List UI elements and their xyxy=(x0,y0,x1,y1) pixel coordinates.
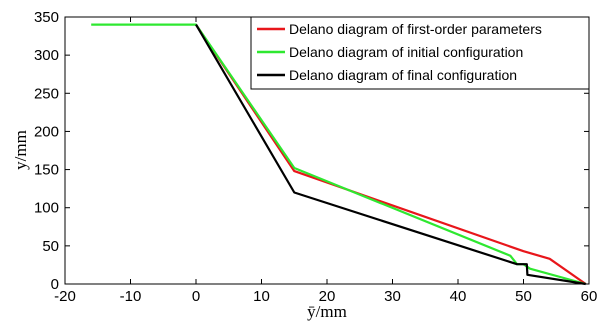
legend-box xyxy=(250,16,590,90)
x-tick-label: 60 xyxy=(581,288,598,305)
y-tick-label: 100 xyxy=(34,200,59,217)
y-tick-label: 50 xyxy=(42,238,59,255)
y-tick-label: 200 xyxy=(34,123,59,140)
legend-label-2: Delano diagram of initial configuration xyxy=(289,44,523,60)
x-axis-label: ȳ/mm xyxy=(307,302,347,321)
y-axis-label: y/mm xyxy=(11,130,30,170)
x-tick-label: -10 xyxy=(120,288,142,305)
y-tick-label: 300 xyxy=(34,47,59,64)
series-layer xyxy=(91,23,587,286)
y-tick-label: 250 xyxy=(34,85,59,102)
legend: Delano diagram of first-order parameters… xyxy=(250,16,590,90)
x-tick-label: 40 xyxy=(450,288,467,305)
x-tick-label: 20 xyxy=(319,288,336,305)
y-tick-label: 150 xyxy=(34,162,59,179)
y-tick-label: 0 xyxy=(51,276,59,293)
legend-items: Delano diagram of first-order parameters… xyxy=(257,21,542,83)
x-tick-label: 30 xyxy=(384,288,401,305)
series-line-3 xyxy=(195,24,586,286)
x-tick-label: 10 xyxy=(253,288,270,305)
series-line-2 xyxy=(91,23,586,286)
x-tick-label: -20 xyxy=(54,288,76,305)
x-tick-label: 0 xyxy=(192,288,200,305)
x-tick-label: 50 xyxy=(515,288,532,305)
y-tick-label: 350 xyxy=(34,9,59,26)
legend-label-3: Delano diagram of final configuration xyxy=(289,67,517,83)
legend-label-1: Delano diagram of first-order parameters xyxy=(289,21,542,37)
series-line-1 xyxy=(195,23,587,285)
y-axis-ticks: 0 50 100 150 200 250 300 350 xyxy=(34,9,589,293)
